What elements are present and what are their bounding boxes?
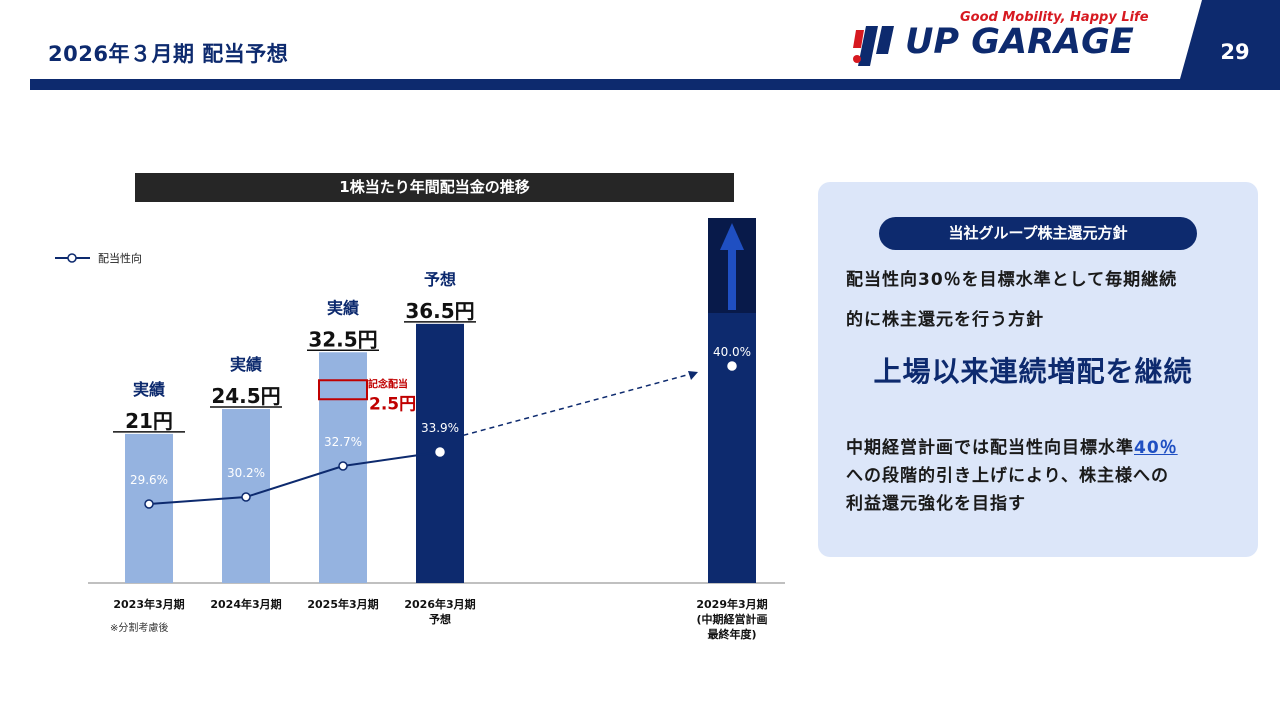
target-ratio-highlight: 40％ xyxy=(1134,438,1178,458)
x-tick-label: 2025年3月期 xyxy=(307,597,378,611)
x-tick-label: 2024年3月期 xyxy=(210,597,281,611)
payout-point xyxy=(727,361,737,371)
payout-point xyxy=(241,492,251,502)
policy-line-1: 配当性向30％を目標水準として毎期継続 xyxy=(846,270,1178,290)
legend-marker xyxy=(67,253,77,263)
commemorative-value: 2.5円 xyxy=(369,394,416,414)
policy-line-2: 的に株主還元を行う方針 xyxy=(846,310,1044,330)
projection-arrowhead-icon xyxy=(688,371,698,380)
dividend-value-label: 24.5円 xyxy=(211,384,280,408)
commemorative-label: 記念配当 xyxy=(368,377,408,390)
payout-point xyxy=(435,447,445,457)
status-label: 実績 xyxy=(230,355,262,374)
page-number: 29 xyxy=(1220,40,1250,64)
logo-mark-icon xyxy=(853,26,894,66)
payout-label: 29.6% xyxy=(130,473,168,487)
arrow-up-icon xyxy=(720,223,744,250)
status-label: 予想 xyxy=(424,270,456,289)
dividend-value-label: 21円 xyxy=(125,409,173,433)
status-label: 実績 xyxy=(327,298,359,317)
payout-label: 40.0% xyxy=(713,345,751,359)
payout-point xyxy=(338,461,348,471)
logo-tagline: Good Mobility, Happy Life xyxy=(960,10,1149,25)
policy-badge: 当社グループ株主還元方針 xyxy=(879,217,1197,250)
x-tick-label: 2023年3月期 xyxy=(113,597,184,611)
policy-para-1: 中期経営計画では配当性向目標水準40％ xyxy=(846,433,1178,464)
policy-para-3: 利益還元強化を目指す xyxy=(846,494,1026,514)
arrow-shaft xyxy=(728,248,736,310)
dividend-value-label: 36.5円 xyxy=(405,299,474,323)
header-bar xyxy=(30,79,1280,90)
payout-label: 30.2% xyxy=(227,466,265,480)
x-tick-label: 2029年3月期 xyxy=(696,597,767,611)
x-tick-label: 予想 xyxy=(429,612,451,626)
x-tick-label: 最終年度) xyxy=(707,627,756,641)
chart-title: 1株当たり年間配当金の推移 xyxy=(135,173,734,202)
commemorative-box xyxy=(318,379,368,401)
status-label: 実績 xyxy=(133,380,165,399)
payout-point xyxy=(144,499,154,509)
dividend-value-label: 32.5円 xyxy=(308,327,377,351)
legend-label: 配当性向 xyxy=(98,251,142,265)
policy-para-2: への段階的引き上げにより、株主様への xyxy=(846,466,1169,486)
chart-note: ※分割考慮後 xyxy=(110,621,168,634)
policy-headline: 上場以来連続増配を継続 xyxy=(873,355,1193,388)
page-title: 2026年３月期 配当予想 xyxy=(48,42,289,66)
payout-label: 33.9% xyxy=(421,421,459,435)
payout-line-projection xyxy=(445,371,699,441)
payout-label: 32.7% xyxy=(324,435,362,449)
payout-line-actual xyxy=(148,451,441,505)
x-tick-label: (中期経営計画 xyxy=(696,612,767,626)
x-tick-label: 2026年3月期 xyxy=(404,597,475,611)
logo-brand: UP GARAGE xyxy=(905,22,1134,62)
policy-para-text: 中期経営計画では配当性向目標水準 xyxy=(846,438,1134,458)
